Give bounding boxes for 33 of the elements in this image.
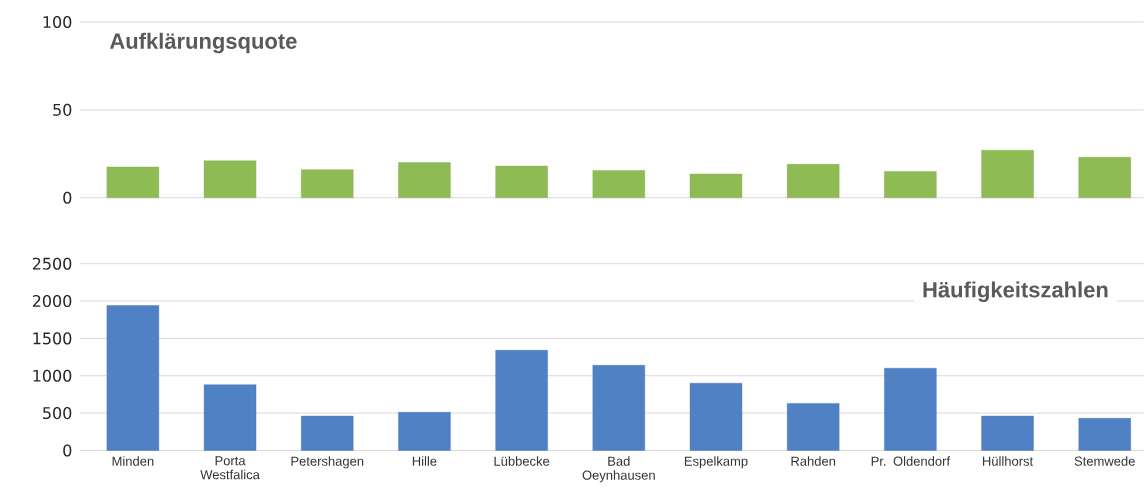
x-tick-label: Minden <box>112 456 154 466</box>
x-tick-label: Petershagen <box>291 456 364 469</box>
bar <box>787 402 840 451</box>
bar <box>106 305 160 451</box>
y-tick-label: 1000 <box>33 369 72 382</box>
y-tick-label: 500 <box>43 406 72 419</box>
x-tick-label: Stemwede <box>1074 456 1135 466</box>
y-tick-label: 100 <box>43 15 72 28</box>
x-tick-label: Rahden <box>791 456 836 466</box>
y-tick-label: 2000 <box>32 294 72 307</box>
bar <box>689 382 743 451</box>
bar <box>398 411 451 451</box>
y-tick-label: 2500 <box>32 257 72 270</box>
y-tick-label: 50 <box>53 103 72 116</box>
text: Häufigkeitszahlen <box>923 281 1108 302</box>
x-tick-label: Pr. Oldendorf <box>871 456 951 466</box>
y-tick-label: 0 <box>63 191 72 204</box>
x-tick-label: Hille <box>412 456 437 466</box>
bar <box>981 415 1034 451</box>
chart-title: Aufklärungsquote <box>109 32 297 54</box>
x-tick-label: Bad Oeynhausen <box>582 456 655 483</box>
bar <box>592 364 645 451</box>
x-tick-label: Hüllhorst <box>982 456 1034 466</box>
bar <box>203 384 257 451</box>
bar <box>301 415 354 451</box>
x-tick-label: Lübbecke <box>494 456 550 466</box>
y-tick-label: 0 <box>63 444 72 457</box>
y-tick-label: 1500 <box>33 332 72 345</box>
x-tick-label: Espelkamp <box>684 456 748 469</box>
bar <box>495 349 548 451</box>
bar <box>884 367 937 451</box>
bar <box>1078 417 1131 451</box>
x-tick-label: Porta Westfalica <box>200 456 260 480</box>
